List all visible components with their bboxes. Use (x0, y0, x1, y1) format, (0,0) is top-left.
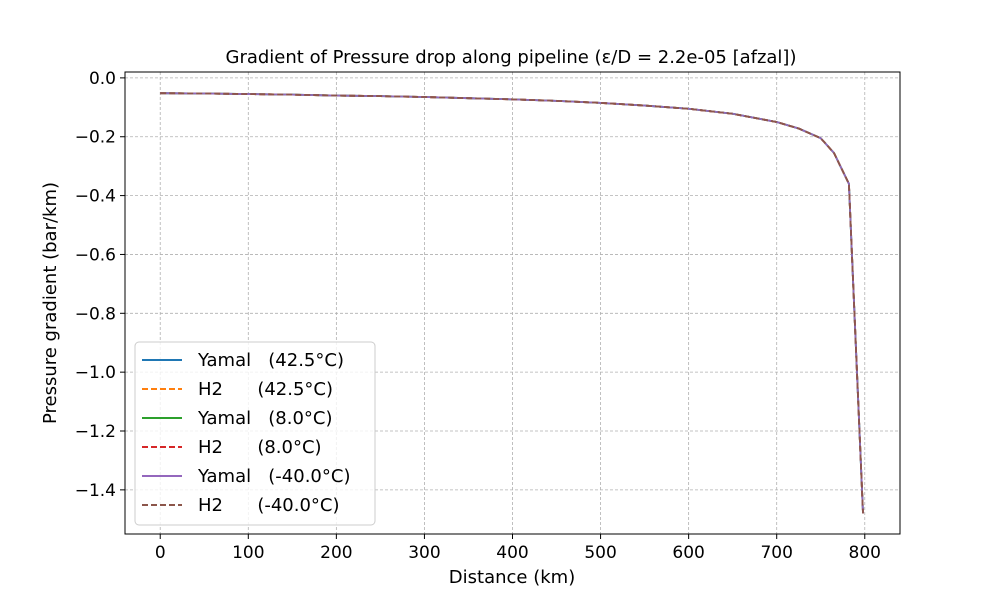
legend-label: Yamal (42.5°C) (197, 350, 344, 371)
x-tick-label: 300 (408, 543, 440, 563)
x-axis-ticks: 0 100 200 300 400 500 600 700 800 (155, 534, 881, 563)
legend-label: Yamal (-40.0°C) (197, 466, 350, 487)
y-tick-label: −0.6 (75, 245, 116, 265)
y-tick-label: −0.8 (75, 304, 116, 324)
y-axis-label: Pressure gradient (bar/km) (40, 182, 61, 424)
x-tick-label: 800 (849, 543, 881, 563)
x-tick-label: 400 (496, 543, 528, 563)
y-axis-ticks: 0.0 −0.2 −0.4 −0.6 −0.8 −1.0 −1.2 −1.4 (75, 69, 125, 501)
legend: Yamal (42.5°C) H2 (42.5°C) Yamal (8.0°C) H2… (134, 341, 376, 526)
grid (125, 72, 900, 534)
y-tick-label: −1.4 (75, 481, 116, 501)
x-tick-label: 100 (232, 543, 264, 563)
y-tick-label: −0.4 (75, 187, 116, 207)
chart-title: Gradient of Pressure drop along pipeline… (226, 47, 797, 68)
series-line (160, 92, 864, 514)
x-tick-label: 200 (320, 543, 352, 563)
legend-frame (134, 341, 376, 526)
plot-lines (160, 92, 864, 514)
x-tick-label: 600 (672, 543, 704, 563)
x-tick-label: 500 (584, 543, 616, 563)
y-tick-label: −0.2 (75, 128, 116, 148)
legend-label: H2 (8.0°C) (198, 437, 322, 458)
x-tick-label: 0 (155, 543, 166, 563)
y-tick-label: −1.2 (75, 422, 116, 442)
legend-label: H2 (-40.0°C) (198, 495, 340, 516)
y-tick-label: 0.0 (89, 69, 116, 89)
x-axis-label: Distance (km) (449, 567, 575, 588)
x-tick-label: 700 (760, 543, 792, 563)
y-tick-label: −1.0 (75, 363, 116, 383)
legend-label: Yamal (8.0°C) (197, 408, 333, 429)
legend-label: H2 (42.5°C) (198, 379, 333, 400)
